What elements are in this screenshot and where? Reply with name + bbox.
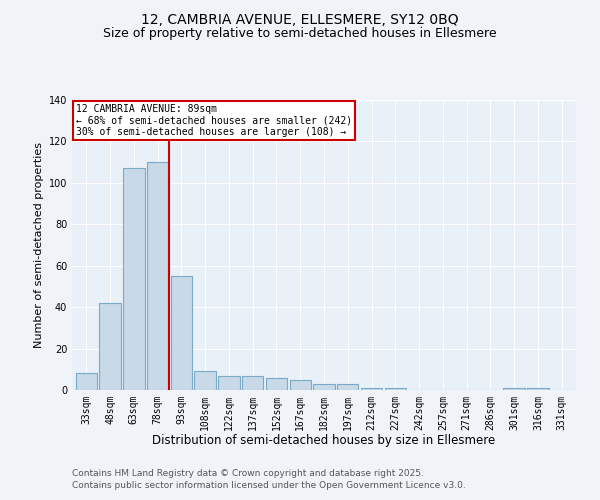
Bar <box>527 388 548 390</box>
Text: Contains HM Land Registry data © Crown copyright and database right 2025.: Contains HM Land Registry data © Crown c… <box>72 468 424 477</box>
Text: Contains public sector information licensed under the Open Government Licence v3: Contains public sector information licen… <box>72 481 466 490</box>
Text: 12, CAMBRIA AVENUE, ELLESMERE, SY12 0BQ: 12, CAMBRIA AVENUE, ELLESMERE, SY12 0BQ <box>141 12 459 26</box>
Bar <box>123 168 145 390</box>
Bar <box>147 162 168 390</box>
Bar <box>100 303 121 390</box>
Bar <box>503 388 525 390</box>
Bar <box>218 376 239 390</box>
X-axis label: Distribution of semi-detached houses by size in Ellesmere: Distribution of semi-detached houses by … <box>152 434 496 448</box>
Bar <box>194 372 216 390</box>
Bar <box>242 376 263 390</box>
Bar <box>76 374 97 390</box>
Bar <box>361 388 382 390</box>
Bar <box>266 378 287 390</box>
Bar <box>313 384 335 390</box>
Text: 12 CAMBRIA AVENUE: 89sqm
← 68% of semi-detached houses are smaller (242)
30% of : 12 CAMBRIA AVENUE: 89sqm ← 68% of semi-d… <box>76 104 352 138</box>
Bar <box>337 384 358 390</box>
Y-axis label: Number of semi-detached properties: Number of semi-detached properties <box>34 142 44 348</box>
Bar <box>385 388 406 390</box>
Bar <box>170 276 192 390</box>
Text: Size of property relative to semi-detached houses in Ellesmere: Size of property relative to semi-detach… <box>103 28 497 40</box>
Bar <box>290 380 311 390</box>
